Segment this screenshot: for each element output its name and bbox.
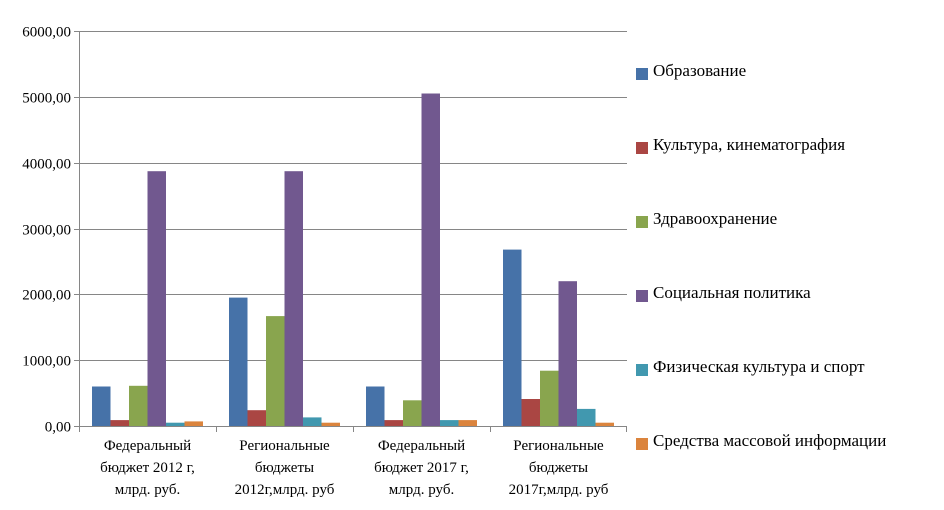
- x-category-label: бюджет 2012 г,: [100, 460, 195, 476]
- legend-swatch: [636, 290, 648, 302]
- legend-label: Культура, кинематография: [653, 135, 846, 154]
- legend-label: Здравоохранение: [653, 209, 778, 228]
- x-category-label: Федеральный: [378, 438, 465, 454]
- bar: [247, 410, 266, 426]
- bar: [321, 422, 340, 426]
- bar: [540, 370, 559, 426]
- x-category-label: бюджеты: [255, 460, 314, 476]
- y-tick-label: 4000,00: [22, 157, 71, 173]
- x-category-label: бюджеты: [529, 460, 588, 476]
- bar: [384, 420, 403, 426]
- y-tick-labels: 0,00 1000,00 2000,00 3000,00 4000,00 5000,00 6…: [22, 25, 71, 436]
- legend-item: Средства массовой информации: [636, 422, 941, 496]
- bar: [92, 386, 111, 426]
- gridlines: [79, 31, 627, 427]
- x-category-label: бюджет 2017 г,: [374, 460, 469, 476]
- x-category-label: млрд. руб.: [115, 482, 180, 498]
- legend-swatch: [636, 216, 648, 228]
- bar: [110, 420, 129, 426]
- bar: [440, 420, 459, 426]
- y-tick-label: 6000,00: [22, 25, 71, 41]
- legend-label: Средства массовой информации: [653, 431, 887, 450]
- legend-item: Культура, кинематография: [636, 126, 941, 200]
- bar: [421, 93, 440, 426]
- x-category-label: Региональные: [239, 438, 330, 454]
- bar: [284, 171, 303, 426]
- bar: [366, 386, 385, 426]
- bar: [266, 316, 285, 426]
- legend-label: Физическая культура и спорт: [653, 357, 865, 376]
- legend-swatch: [636, 438, 648, 450]
- legend-swatch: [636, 364, 648, 376]
- bar: [558, 281, 577, 426]
- bar: [166, 422, 185, 426]
- bar: [403, 400, 422, 426]
- y-tick-label: 5000,00: [22, 91, 71, 107]
- y-tick-label: 0,00: [45, 420, 71, 436]
- category-labels: Федеральный бюджет 2012 г, млрд. руб. Регио…: [100, 438, 609, 498]
- axes: [74, 31, 627, 432]
- bar: [129, 385, 148, 426]
- bar: [184, 421, 203, 426]
- x-category-label: млрд. руб.: [389, 482, 454, 498]
- bar: [521, 399, 540, 426]
- y-tick-label: 2000,00: [22, 288, 71, 304]
- legend-item: Социальная политика: [636, 274, 941, 348]
- bar: [229, 297, 248, 426]
- legend-label: Образование: [653, 61, 747, 80]
- x-category-label: Региональные: [513, 438, 604, 454]
- bar: [458, 420, 477, 426]
- legend: Образование Культура, кинематография Здрав…: [636, 52, 941, 496]
- x-category-label: 2012г,млрд. руб: [235, 482, 335, 498]
- x-category-label: Федеральный: [104, 438, 191, 454]
- bar: [595, 422, 614, 426]
- legend-item: Образование: [636, 52, 941, 126]
- bar: [577, 408, 596, 426]
- y-tick-label: 3000,00: [22, 223, 71, 239]
- legend-swatch: [636, 68, 648, 80]
- bar: [303, 417, 322, 426]
- bars: [92, 93, 614, 426]
- legend-item: Физическая культура и спорт: [636, 348, 941, 422]
- bar: [147, 171, 166, 426]
- bar: [503, 249, 522, 426]
- y-tick-label: 1000,00: [22, 354, 71, 370]
- legend-swatch: [636, 142, 648, 154]
- legend-label: Социальная политика: [653, 283, 811, 302]
- x-category-label: 2017г,млрд. руб: [509, 482, 609, 498]
- legend-item: Здравоохранение: [636, 200, 941, 274]
